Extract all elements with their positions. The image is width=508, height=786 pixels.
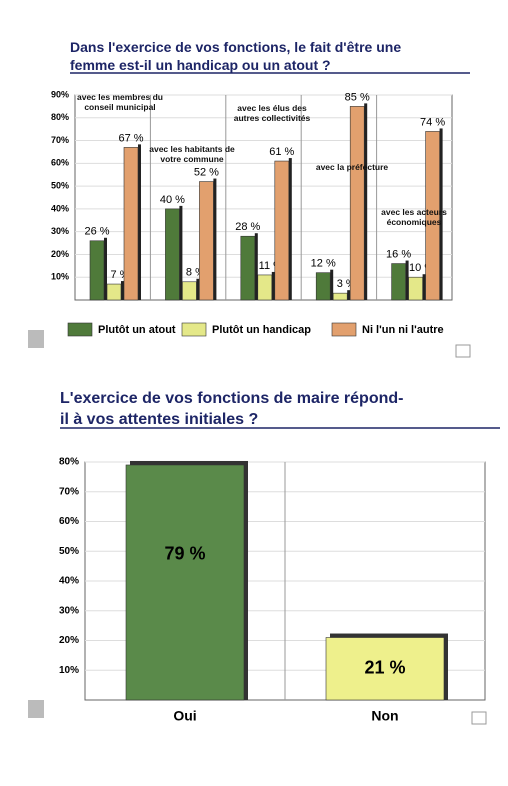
y-tick-label: 70%: [59, 486, 79, 497]
y-tick-label: 40%: [51, 203, 69, 213]
y-tick-label: 80%: [51, 112, 69, 122]
y-tick-label: 10%: [51, 272, 69, 282]
bar-side: [213, 178, 217, 300]
y-tick-label: 50%: [51, 180, 69, 190]
legend-label: Ni l'un ni l'autre: [362, 324, 444, 336]
bar: [274, 160, 290, 301]
bar: [349, 106, 365, 301]
value-label: 85 %: [345, 91, 370, 103]
bar: [182, 281, 197, 301]
bar: [391, 263, 406, 301]
legend-swatch: [181, 322, 207, 337]
category-label: avec la préfecture: [315, 162, 389, 172]
value-label: 67 %: [118, 132, 143, 144]
value-label: 52 %: [194, 166, 219, 178]
y-tick-label: 80%: [59, 457, 79, 468]
chart-title: L'exercice de vos fonctions de maire rép…: [60, 390, 404, 428]
bar-side: [422, 274, 426, 300]
category-label: avec les acteurs économiques: [381, 207, 447, 227]
bar: [332, 292, 348, 301]
legend-swatch: [67, 322, 93, 337]
bar: [425, 131, 440, 301]
chart-title: Dans l'exercice de vos fonctions, le fai…: [70, 39, 402, 74]
bar: [257, 274, 273, 301]
legend-label: Plutôt un handicap: [212, 324, 311, 336]
bar: [408, 276, 423, 301]
y-tick-label: 10%: [59, 665, 79, 676]
category-label: avec les membres du conseil municipal: [77, 92, 163, 112]
y-tick-label: 50%: [59, 546, 79, 557]
y-tick-label: 30%: [51, 226, 69, 236]
category-label: avec les élus des autres collectivités: [233, 103, 311, 123]
y-tick-label: 60%: [59, 516, 79, 527]
bar: [123, 147, 139, 301]
bar-side: [271, 271, 275, 300]
y-tick-label: 20%: [51, 249, 69, 259]
bar-side: [121, 281, 124, 300]
value-label: 79 %: [164, 544, 205, 564]
bar-side: [405, 260, 409, 300]
bar: [125, 464, 245, 701]
bar-side: [104, 237, 107, 300]
value-label: 16 %: [386, 248, 411, 260]
bar: [325, 637, 445, 701]
x-tick-label: Oui: [173, 708, 196, 724]
bar: [106, 283, 122, 301]
legend-swatch: [331, 322, 357, 337]
y-tick-label: 60%: [51, 158, 69, 168]
y-tick-label: 30%: [59, 605, 79, 616]
y-tick-label: 90%: [51, 89, 69, 99]
bar-side: [347, 290, 351, 300]
legend-label: Plutôt un atout: [98, 324, 176, 336]
value-label: 74 %: [420, 116, 445, 128]
value-label: 28 %: [235, 221, 260, 233]
value-label: 21 %: [364, 658, 405, 678]
bar: [89, 240, 105, 301]
logo: [28, 330, 471, 358]
x-tick-label: Non: [371, 708, 398, 724]
category-label: avec les habitants de votre commune: [149, 144, 235, 164]
bar: [315, 272, 331, 301]
bar-side: [330, 269, 334, 300]
logo: [28, 700, 487, 725]
bar: [240, 235, 256, 301]
y-tick-label: 20%: [59, 635, 79, 646]
bar-side: [254, 233, 258, 300]
bar: [199, 181, 214, 301]
value-label: 12 %: [311, 258, 336, 270]
bar: [165, 208, 180, 301]
bar-side: [439, 128, 443, 300]
bar-side: [288, 158, 292, 300]
y-tick-label: 70%: [51, 135, 69, 145]
value-label: 40 %: [160, 194, 185, 206]
bar-side: [138, 144, 141, 300]
bar-side: [179, 205, 183, 300]
value-label: 26 %: [84, 226, 109, 238]
value-label: 61 %: [269, 146, 294, 158]
y-tick-label: 40%: [59, 576, 79, 587]
bar-side: [196, 278, 200, 300]
bar-side: [364, 103, 368, 300]
